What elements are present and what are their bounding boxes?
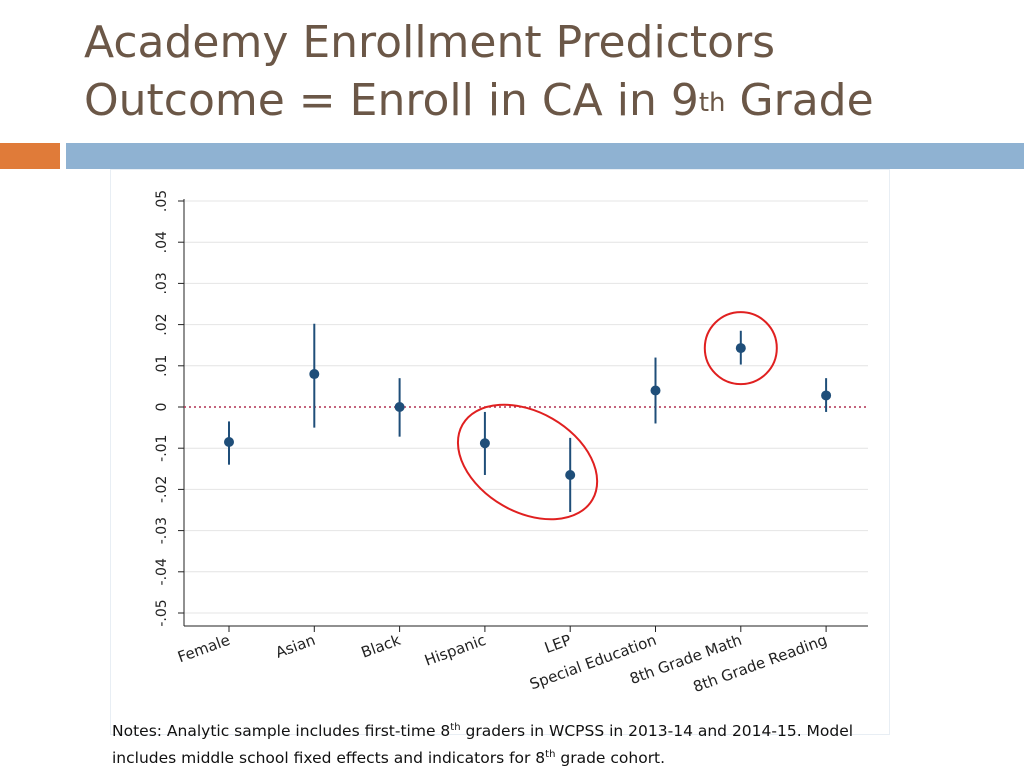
notes-line-1: Notes: Analytic sample includes first-ti…	[112, 716, 902, 743]
highlight-ellipse-hispanic-lep	[456, 403, 599, 521]
point-estimate	[565, 469, 576, 480]
title-line-2-main: Outcome = Enroll in CA in 9	[84, 75, 699, 126]
x-tick-label: LEP	[542, 631, 573, 657]
y-tick-label: -.01	[154, 435, 170, 462]
chart-frame	[110, 169, 890, 735]
title-superscript: th	[698, 88, 726, 118]
notes-superscript-1: th	[450, 722, 461, 733]
accent-bar-orange	[0, 143, 60, 169]
notes-line-2-end: grade cohort.	[555, 749, 666, 768]
highlight-circle-math	[703, 311, 778, 386]
x-tick-label: Female	[175, 631, 232, 666]
y-tick-label: .03	[154, 272, 170, 294]
y-tick-label: -.02	[154, 476, 170, 503]
title-line-2: Outcome = Enroll in CA in 9th Grade	[84, 72, 874, 130]
notes-line-1-main: Notes: Analytic sample includes first-ti…	[112, 722, 451, 741]
x-tick-label: Asian	[273, 631, 318, 662]
y-tick-label: .01	[154, 355, 170, 377]
point-estimate	[821, 390, 832, 401]
y-tick-label: .05	[154, 190, 170, 212]
y-tick-label: .04	[154, 231, 170, 253]
y-tick-label: -.05	[154, 599, 170, 626]
x-tick-label: Hispanic	[422, 631, 488, 670]
point-estimate	[479, 438, 490, 449]
notes-superscript-2: th	[545, 749, 556, 761]
slide-title: Academy Enrollment Predictors Outcome = …	[84, 14, 874, 130]
y-tick-label: -.03	[154, 517, 170, 544]
chart-notes: Notes: Analytic sample includes first-ti…	[112, 716, 902, 770]
y-tick-label: .02	[154, 313, 170, 335]
accent-bar-blue	[66, 143, 1024, 169]
y-tick-label: 0	[154, 403, 170, 412]
title-line-2-end: Grade	[725, 75, 874, 126]
point-estimate	[394, 402, 405, 412]
x-tick-label: Black	[359, 631, 404, 662]
point-estimate	[224, 437, 234, 448]
y-tick-label: -.04	[154, 558, 170, 585]
notes-line-2: includes middle school fixed effects and…	[112, 743, 902, 770]
notes-line-2-main: includes middle school fixed effects and…	[112, 749, 546, 768]
title-line-1: Academy Enrollment Predictors	[84, 17, 776, 68]
point-estimate	[735, 343, 746, 354]
point-estimate	[650, 385, 661, 396]
notes-line-1-end: graders in WCPSS in 2013-14 and 2014-15.…	[460, 722, 854, 741]
point-estimate	[309, 369, 320, 380]
